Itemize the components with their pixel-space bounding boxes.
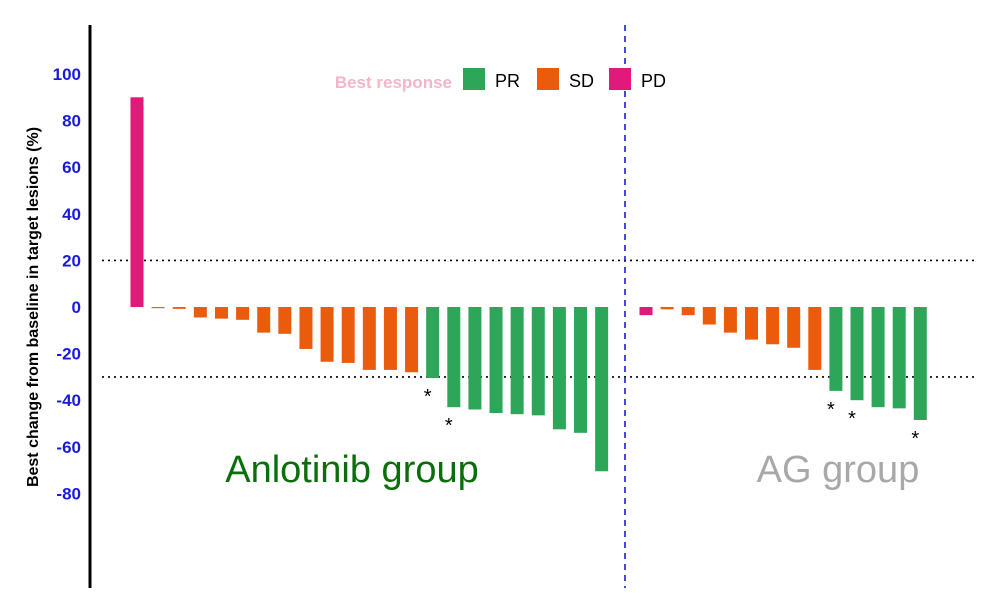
bar-sd	[362, 307, 376, 370]
bar-sd	[808, 307, 822, 370]
bar-pr	[829, 307, 843, 391]
y-tick-label: 20	[62, 251, 81, 270]
y-tick-label: 100	[53, 65, 81, 84]
bar-pr	[892, 307, 906, 409]
bar-pr	[426, 307, 440, 379]
asterisk-marker: *	[424, 386, 432, 408]
bar-sd	[193, 307, 207, 318]
bar-sd	[702, 307, 716, 325]
bar-sd	[787, 307, 801, 348]
bar-sd	[341, 307, 355, 363]
asterisk-marker: *	[445, 415, 453, 437]
bar-pr	[447, 307, 461, 408]
legend-label: PR	[495, 71, 520, 91]
y-tick-label: -80	[56, 484, 81, 503]
bar-pr	[595, 307, 609, 472]
asterisk-marker: *	[911, 428, 919, 450]
y-axis: 100 80 60 40 20 0 -20 -40 -60 -80	[53, 25, 92, 588]
legend-swatch-sd	[537, 68, 559, 90]
bar-pr	[913, 307, 927, 421]
bar-sd	[745, 307, 758, 340]
group-label: Anlotinib group	[225, 449, 479, 491]
legend-label: SD	[569, 71, 594, 91]
bars	[130, 97, 927, 472]
reference-lines	[102, 25, 975, 588]
bar-sd	[172, 307, 186, 309]
bar-pr	[552, 307, 566, 430]
legend-label: PD	[641, 71, 666, 91]
y-tick-label: -20	[56, 345, 81, 364]
bar-pr	[871, 307, 885, 408]
asterisk-marker: *	[827, 399, 835, 421]
bar-pd	[130, 97, 144, 307]
asterisks: * * * * *	[424, 386, 920, 450]
bar-pr	[510, 307, 524, 415]
legend-title: Best response	[335, 73, 452, 92]
bar-sd	[723, 307, 737, 333]
group-label: AG group	[757, 449, 920, 491]
bar-sd	[383, 307, 397, 370]
bar-sd	[681, 307, 695, 316]
bar-sd	[278, 307, 292, 334]
bar-pr	[468, 307, 482, 410]
bar-pr	[489, 307, 503, 414]
bar-sd	[214, 307, 228, 319]
y-tick-label: -60	[56, 438, 81, 457]
bar-pd	[639, 307, 653, 316]
bar-sd	[257, 307, 271, 333]
bar-pr	[850, 307, 864, 401]
y-tick-label: 0	[72, 298, 81, 317]
bar-sd	[299, 307, 313, 349]
bar-sd	[766, 307, 780, 345]
y-tick-label: 60	[62, 158, 81, 177]
group-labels: Anlotinib group AG group	[225, 449, 919, 491]
asterisk-marker: *	[848, 408, 856, 430]
bar-sd	[405, 307, 419, 373]
bar-pr	[531, 307, 545, 416]
bar-sd	[660, 307, 674, 310]
bar-pr	[574, 307, 588, 433]
bar-sd	[236, 307, 250, 320]
legend-swatch-pd	[609, 68, 631, 90]
y-tick-label: -40	[56, 391, 81, 410]
y-axis-title: Best change from baseline in target lesi…	[25, 127, 42, 487]
y-tick-label: 80	[62, 112, 81, 131]
bar-sd	[151, 307, 165, 309]
bar-sd	[320, 307, 334, 362]
y-tick-label: 40	[62, 205, 81, 224]
legend: Best response PR SD PD	[335, 68, 666, 92]
legend-swatch-pr	[463, 68, 485, 90]
